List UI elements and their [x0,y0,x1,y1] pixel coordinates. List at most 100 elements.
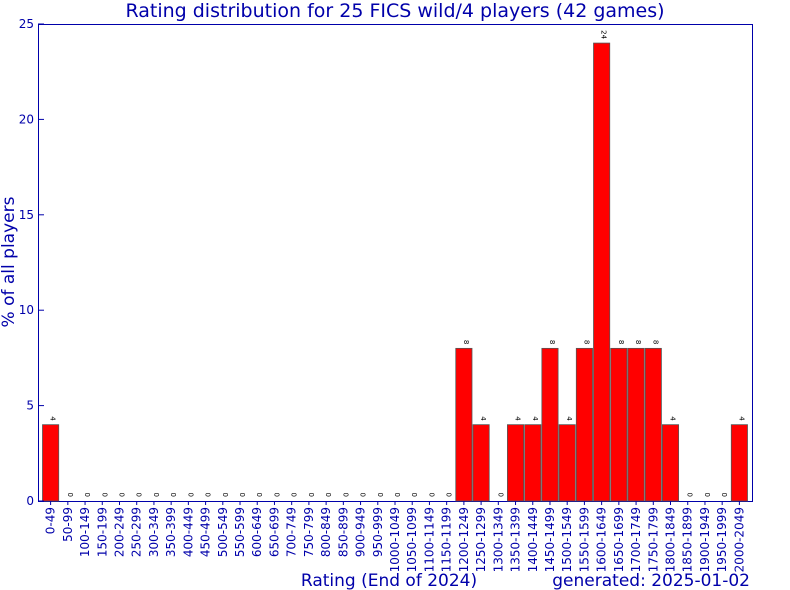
x-tick-label: 1500-1549 [560,507,574,572]
bar-value-label: 8 [617,340,625,344]
bar-value-label: 4 [49,416,57,421]
x-tick-label: 2000-2049 [732,507,746,572]
x-tick-label: 1550-1599 [577,507,591,572]
bar-value-label: 0 [204,493,212,497]
x-tick-label: 1350-1399 [509,507,523,572]
x-tick-label: 550-599 [233,507,247,557]
bar-1400-1449 [524,424,542,502]
x-tick-label: 350-399 [164,507,178,557]
x-tick-label: 450-499 [199,507,213,557]
bar-1650-1699 [610,347,628,502]
bar-value-label: 0 [307,493,315,497]
x-axis-title: Rating (End of 2024) [301,571,477,590]
x-tick-label: 650-699 [267,507,281,557]
x-tick-label: 500-549 [216,507,230,557]
bar-value-label: 0 [703,493,711,497]
x-tick-label: 250-299 [130,507,144,557]
bar-value-label: 0 [496,493,504,497]
bar-value-label: 8 [462,340,470,344]
bar-1350-1399 [507,424,525,502]
y-tick-label: 10 [19,303,34,317]
bar-1800-1849 [662,424,680,502]
x-tick-label: 1800-1849 [664,507,678,572]
bar-value-label: 0 [100,493,108,497]
x-tick-label: 1650-1699 [612,507,626,572]
bar-value-label: 0 [169,493,177,497]
x-tick-label: 1200-1249 [457,507,471,572]
bar-1550-1599 [575,347,593,502]
x-tick-label: 1700-1749 [629,507,643,572]
bar-value-label: 0 [186,493,194,497]
x-tick-label: 200-249 [112,507,126,557]
x-tick-label: 1600-1649 [595,507,609,572]
x-tick-label: 1250-1299 [474,507,488,572]
x-tick-label: 1300-1349 [491,507,505,572]
bar-value-label: 0 [66,493,74,497]
bar-1250-1299 [472,424,490,502]
bar-value-label: 0 [324,493,332,497]
bar-1450-1499 [541,347,559,502]
bar-value-label: 0 [720,493,728,497]
bar-value-label: 0 [393,493,401,497]
generated-date: generated: 2025-01-02 [552,571,750,590]
x-tick-label: 1850-1899 [681,507,695,572]
bar-value-label: 0 [238,493,246,497]
y-tick-label: 20 [19,112,34,126]
x-tick-label: 750-799 [302,507,316,557]
x-tick-label: 950-999 [371,507,385,557]
x-tick-label: 900-949 [354,507,368,557]
x-tick-label: 1950-1999 [715,507,729,572]
bar-value-label: 0 [135,493,143,497]
bar-value-label: 0 [359,493,367,497]
bar-value-label: 4 [514,416,522,421]
x-tick-label: 50-99 [61,507,75,542]
x-tick-label: 800-849 [319,507,333,557]
bar-value-label: 8 [582,340,590,344]
x-tick-label: 600-649 [250,507,264,557]
bar-1600-1649 [593,42,611,502]
x-tick-label: 1750-1799 [646,507,660,572]
bar-2000-2049 [730,424,748,502]
bars-group [42,42,748,502]
x-tick-label: 300-349 [147,507,161,557]
x-tick-label: 700-749 [285,507,299,557]
bar-value-label: 8 [651,340,659,344]
x-tick-label: 1450-1499 [543,507,557,572]
x-tick-label: 1050-1099 [405,507,419,572]
bar-value-label: 0 [427,493,435,497]
bar-value-label: 0 [117,493,125,497]
bar-value-label: 0 [376,493,384,497]
x-tick-label: 100-149 [78,507,92,557]
x-tick-label: 850-899 [336,507,350,557]
bar-value-label: 0 [410,493,418,497]
bar-value-label: 4 [737,416,745,421]
bar-value-label: 0 [686,493,694,497]
bar-value-label: 0 [341,493,349,497]
bar-value-label: 0 [83,493,91,497]
x-tick-label: 1150-1199 [440,507,454,572]
x-tick-label: 400-449 [181,507,195,557]
x-tick-label: 0-49 [44,507,58,534]
bar-value-label: 4 [565,416,573,421]
bar-value-label: 4 [531,416,539,421]
x-tick-label: 150-199 [95,507,109,557]
y-tick-label: 15 [19,208,34,222]
bar-1700-1749 [627,347,645,502]
x-axis: 0-49 50-99 100-149 150-199 200-249 250-299 300… [44,501,746,572]
y-tick-label: 25 [19,17,34,31]
y-axis: 0 5 10 15 20 25 [19,17,44,508]
bar-1200-1249 [455,347,473,502]
bar-value-label: 4 [479,416,487,421]
bar-value-labels: 4 0 0 0 0 0 0 0 0 0 0 0 0 0 0 0 0 0 0 0 0 0 0 0 8 4 0 4 4 8 4 8 24 8 8 8 4 0 0… [49,30,746,497]
bar-value-label: 0 [221,493,229,497]
bar-value-label: 8 [634,340,642,344]
bar-value-label: 8 [548,340,556,344]
bar-value-label: 0 [290,493,298,497]
x-tick-label: 1400-1449 [526,507,540,572]
bar-0-49 [42,424,60,502]
bar-value-label: 0 [255,493,263,497]
bar-value-label: 0 [152,493,160,497]
chart-title: Rating distribution for 25 FICS wild/4 p… [125,0,664,22]
bar-value-label: 24 [600,30,608,39]
